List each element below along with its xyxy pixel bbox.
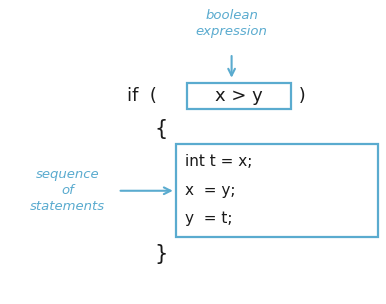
Text: x  = y;: x = y; [185,182,236,198]
Text: {: { [154,119,168,139]
FancyBboxPatch shape [187,83,291,109]
Text: int t = x;: int t = x; [185,154,253,169]
Text: y  = t;: y = t; [185,211,233,226]
Text: }: } [154,244,168,264]
Text: ): ) [293,87,306,105]
Text: if  (: if ( [127,87,163,105]
Text: x > y: x > y [215,87,263,105]
FancyBboxPatch shape [176,144,378,237]
Text: boolean
expression: boolean expression [196,9,267,38]
Text: sequence
of
statements: sequence of statements [30,168,105,213]
